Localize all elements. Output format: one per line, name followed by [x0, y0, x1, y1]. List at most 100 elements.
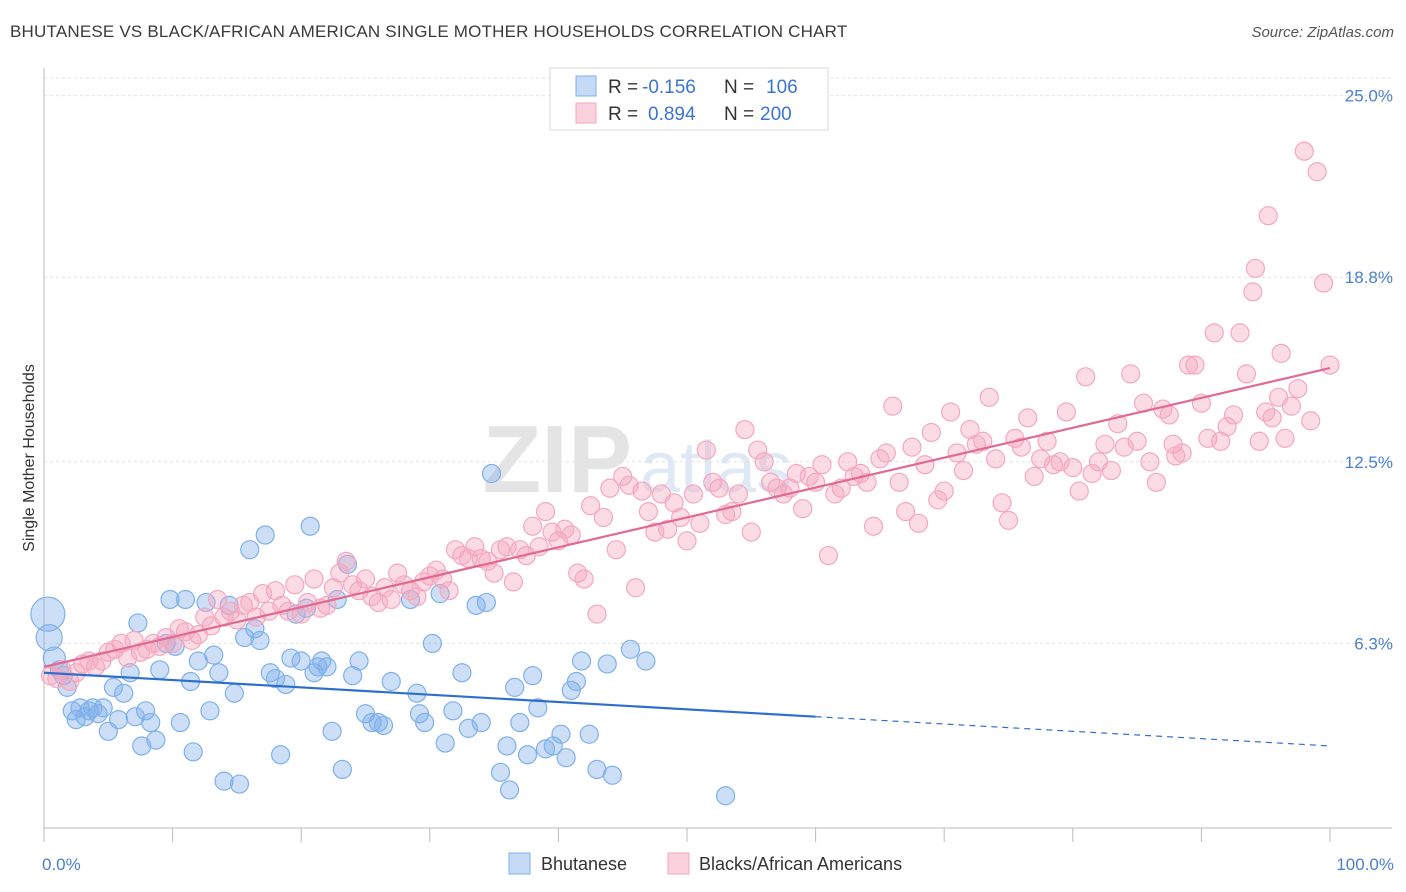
stats-n-label-2: N =: [724, 104, 754, 125]
bhutanese-point: [476, 592, 496, 613]
black-african-american-point: [625, 578, 646, 598]
bhutanese-point: [317, 657, 337, 677]
black-african-american-point: [1140, 452, 1160, 472]
bhutanese-point: [265, 668, 286, 689]
bhutanese-point: [471, 712, 491, 733]
stats-legend: R = -0.156 N = 106 R = 0.894 N = 200: [549, 67, 829, 131]
bhutanese-point: [571, 651, 592, 671]
black-african-american-point: [1249, 431, 1269, 451]
bhutanese-point: [108, 710, 129, 730]
bhutanese-point: [620, 639, 641, 659]
black-african-american-point: [1236, 364, 1257, 384]
black-african-american-point: [992, 493, 1012, 513]
bhutanese-point: [229, 774, 250, 794]
x-tick-label-max: 100.0%: [1336, 855, 1394, 874]
black-african-american-point: [638, 501, 659, 522]
chart-source: Source: ZipAtlas.com: [1251, 24, 1394, 41]
black-african-american-point: [1159, 405, 1179, 425]
bhutanese-point: [715, 786, 736, 806]
bhutanese-point: [332, 759, 352, 780]
bhutanese-point: [543, 736, 563, 756]
stats-n-value-1: 106: [766, 77, 798, 98]
bhutanese-point: [499, 780, 520, 800]
bhutanese-trend-extension: [815, 716, 1331, 747]
black-african-american-point: [973, 431, 993, 451]
black-african-american-point: [1320, 355, 1340, 375]
bhutanese-point: [160, 589, 180, 610]
bhutanese-point: [255, 525, 275, 545]
black-african-american-point: [1185, 355, 1205, 375]
black-african-american-point: [709, 478, 729, 498]
black-african-american-point: [998, 510, 1019, 530]
black-african-american-point: [1101, 460, 1121, 481]
black-african-american-point: [1245, 258, 1266, 279]
black-african-american-point: [561, 525, 581, 545]
black-african-american-point: [986, 449, 1006, 469]
black-african-american-point: [574, 569, 594, 589]
series-legend: Bhutanese Blacks/African Americans: [508, 852, 902, 875]
black-african-american-point: [1037, 431, 1057, 451]
bhutanese-point: [183, 742, 203, 762]
bhutanese-point: [381, 671, 401, 692]
watermark-zip: ZIP: [483, 406, 632, 513]
black-african-american-point: [330, 563, 350, 583]
bhutanese-point: [490, 762, 511, 782]
bhutanese-point: [566, 671, 587, 692]
black-african-american-point: [1258, 206, 1278, 226]
bhutanese-point: [141, 712, 161, 733]
bhutanese-point: [170, 712, 190, 733]
stats-r-label-2: R =: [608, 104, 638, 125]
black-african-american-point: [1294, 141, 1314, 161]
black-african-american-point: [465, 537, 485, 557]
stats-swatch-black-african-american: [575, 102, 597, 124]
bhutanese-point: [114, 683, 134, 703]
black-african-american-point: [1127, 431, 1147, 451]
black-african-american-point: [304, 569, 324, 589]
bhutanese-point: [200, 701, 220, 721]
black-african-american-point: [953, 460, 974, 481]
legend-label-bhutanese: Bhutanese: [541, 854, 627, 874]
bhutanese-point: [415, 712, 435, 733]
black-african-american-point: [1095, 434, 1115, 454]
bhutanese-point: [551, 724, 571, 744]
bhutanese-point: [510, 712, 530, 733]
bhutanese-point: [88, 704, 108, 724]
bhutanese-point: [276, 674, 296, 695]
black-african-american-point: [285, 575, 305, 595]
black-african-american-point: [896, 501, 916, 522]
black-african-american-point: [1146, 472, 1166, 492]
black-african-american-point: [336, 551, 356, 571]
black-african-american-point: [1076, 367, 1096, 387]
legend-swatch-bhutanese: [508, 852, 531, 875]
black-african-american-point: [683, 484, 704, 504]
y-tick-label: 18.8%: [1345, 268, 1393, 287]
bhutanese-point: [146, 730, 166, 750]
black-african-american-point: [658, 519, 678, 539]
bhutanese-point: [214, 771, 234, 791]
axes: [43, 68, 1392, 842]
black-african-american-point: [1204, 323, 1224, 343]
black-african-american-point: [580, 496, 601, 516]
bhutanese-point: [271, 745, 291, 765]
black-african-american-point: [1307, 162, 1327, 182]
bhutanese-point: [517, 745, 538, 765]
black-african-american-point: [812, 455, 832, 475]
black-african-american-point: [484, 563, 504, 583]
black-african-american-point: [600, 478, 620, 498]
bhutanese-point: [83, 698, 103, 718]
stats-n-label-1: N =: [724, 77, 754, 98]
bhutanese-point: [204, 645, 224, 665]
bhutanese-point: [322, 721, 342, 741]
bhutanese-point: [135, 701, 156, 721]
bhutanese-point: [300, 516, 320, 536]
bhutanese-point: [435, 733, 455, 753]
bhutanese-points: [30, 463, 736, 806]
trend-lines: [43, 366, 1331, 747]
stats-r-value-2: 0.894: [648, 104, 696, 125]
stats-swatch-bhutanese: [575, 75, 597, 97]
black-african-american-point: [793, 499, 813, 519]
y-tick-label: 25.0%: [1345, 87, 1393, 106]
black-african-american-point: [606, 540, 626, 560]
stats-r-value-1: -0.156: [642, 77, 696, 98]
bhutanese-point: [422, 633, 442, 654]
